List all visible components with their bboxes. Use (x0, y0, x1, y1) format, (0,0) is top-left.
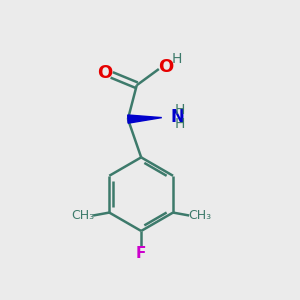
Text: O: O (158, 58, 173, 76)
Text: CH₃: CH₃ (71, 209, 94, 222)
Text: CH₃: CH₃ (188, 209, 211, 222)
Text: H: H (175, 117, 185, 131)
Text: H: H (175, 103, 185, 117)
Text: H: H (171, 52, 182, 66)
Text: O: O (98, 64, 113, 82)
Polygon shape (128, 115, 162, 123)
Text: F: F (136, 246, 146, 261)
Text: N: N (170, 108, 184, 126)
